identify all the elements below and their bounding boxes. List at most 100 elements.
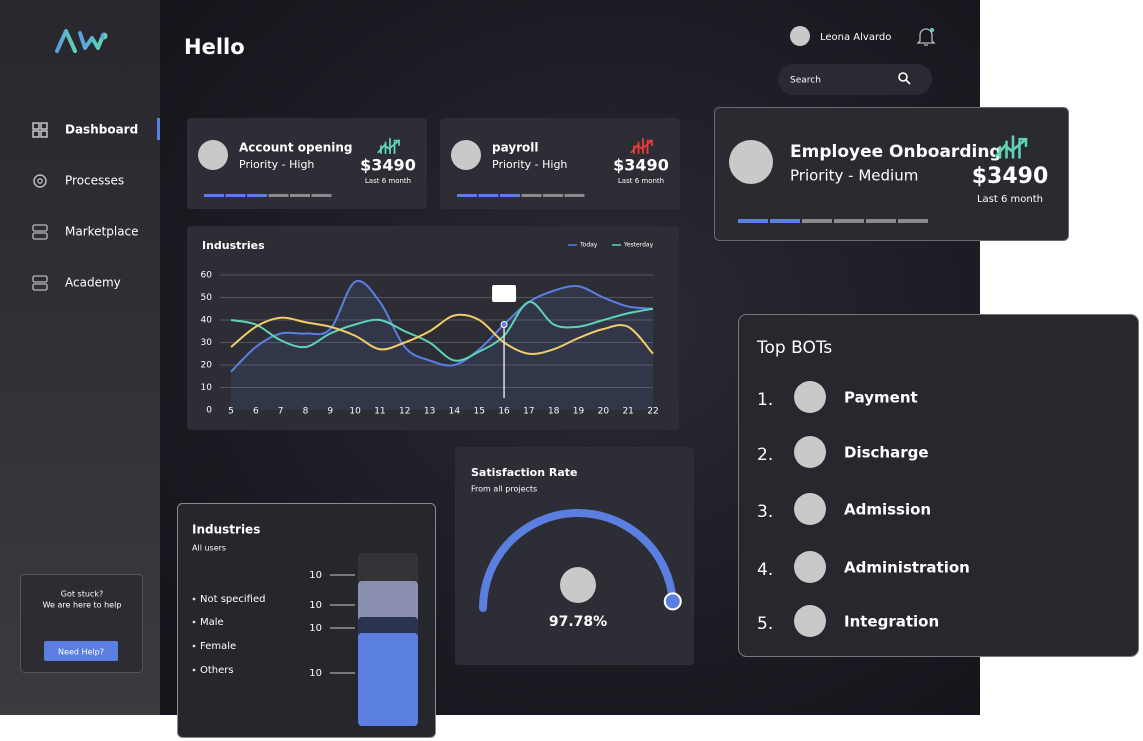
bell-dot: [930, 28, 934, 32]
progress-segment: [738, 219, 768, 223]
help-text: We are here to help: [43, 601, 122, 610]
x-tick-label: 11: [374, 407, 385, 417]
progress-segment: [268, 194, 289, 197]
annotation-box: [492, 285, 517, 302]
user-avatar: [790, 26, 810, 46]
progress-segment: [500, 194, 520, 197]
menu-icon: [32, 283, 48, 291]
menu-item[interactable]: Processes: [33, 174, 124, 188]
satisfaction-card: [455, 447, 694, 665]
bot-item[interactable]: 1. Payment: [757, 381, 918, 413]
bot-avatar: [794, 605, 826, 637]
legend-item: Female: [200, 641, 236, 652]
bot-item[interactable]: 5. Integration: [757, 605, 939, 637]
progress-segment: [543, 194, 563, 197]
satisfaction-subtitle: From all projects: [471, 485, 537, 494]
kpi-card: [440, 118, 680, 209]
gauge-icon: [560, 567, 596, 603]
trend-icon: [630, 137, 653, 155]
trend-icon: [994, 135, 1028, 159]
legend-item: Male: [200, 617, 224, 628]
progress-segment: [770, 219, 800, 223]
x-tick-label: 13: [424, 407, 435, 417]
top-bots-title: Top BOTs: [756, 338, 832, 358]
menu-icon: [40, 122, 48, 130]
menu-icon: [32, 130, 40, 138]
bot-name: Admission: [844, 501, 931, 519]
search-bg: [778, 64, 932, 95]
progress-segment: [834, 219, 864, 223]
x-tick-label: 7: [278, 407, 284, 417]
x-tick-label: 19: [573, 407, 585, 417]
x-tick-label: 18: [548, 407, 560, 417]
chart-title: Industries: [202, 239, 265, 252]
progress-segment: [204, 194, 224, 197]
bot-rank: 2.: [757, 445, 773, 465]
search-box[interactable]: Search: [778, 64, 932, 95]
bar-value-label: 10: [309, 668, 322, 679]
notifications[interactable]: [916, 28, 936, 46]
bot-item[interactable]: 3. Admission: [757, 493, 931, 525]
card-title: Employee Onboarding: [790, 142, 1002, 162]
annotation-label: 38: [499, 290, 509, 299]
trend-icon: [377, 137, 400, 155]
menu-item[interactable]: Marketplace: [32, 224, 139, 240]
logo: [55, 29, 108, 53]
x-tick-label: 6: [253, 407, 259, 417]
help-button[interactable]: Need Help?: [44, 641, 118, 661]
legend-bullet: [192, 668, 196, 672]
card-avatar: [451, 140, 481, 170]
y-tick-label: 50: [201, 293, 213, 303]
x-tick-label: 17: [523, 407, 534, 417]
bot-avatar: [794, 493, 826, 525]
gauge-label: 97.78%: [549, 614, 607, 630]
card-title: Account opening: [239, 141, 353, 155]
x-tick-label: 5: [228, 407, 234, 417]
legend-bullet: [192, 597, 196, 601]
bot-rank: 3.: [757, 502, 773, 522]
legend-bullet: [192, 620, 196, 624]
progress-segment: [802, 219, 832, 223]
bot-name: Discharge: [844, 444, 929, 462]
trend-arrow-head: [393, 139, 400, 147]
progress-segment: [311, 194, 332, 197]
progress-segment: [564, 194, 585, 197]
progress-segment: [290, 194, 310, 197]
bot-item[interactable]: 4. Administration: [757, 551, 970, 583]
search-placeholder: Search: [790, 76, 821, 86]
x-tick-label: 10: [349, 407, 361, 417]
y-tick-label: 10: [201, 383, 213, 393]
x-tick-label: 9: [327, 407, 333, 417]
gauge-value: [479, 509, 677, 612]
x-tick-label: 15: [474, 407, 485, 417]
search-icon: [905, 79, 911, 85]
x-tick-label: 22: [647, 407, 658, 417]
line-series: [230, 300, 654, 362]
kpi-card-large: [714, 107, 1069, 241]
gauge-knob: [663, 592, 682, 611]
menu-icon: [40, 130, 48, 138]
menu-item[interactable]: Academy: [32, 275, 121, 291]
x-tick-label: 8: [303, 407, 309, 417]
card-avatar: [198, 140, 228, 170]
menu-icon: [32, 232, 48, 240]
legend-item: Not specified: [200, 594, 265, 605]
bot-name: Payment: [844, 389, 918, 407]
y-tick-label: 40: [201, 316, 213, 326]
satisfaction-title: Satisfaction Rate: [471, 466, 578, 479]
progress-segment: [521, 194, 542, 197]
x-tick-label: 14: [449, 407, 461, 417]
bot-name: Administration: [844, 559, 970, 577]
search-icon: [898, 72, 908, 82]
bot-item[interactable]: 2. Discharge: [757, 436, 929, 468]
menu-item[interactable]: Dashboard: [32, 122, 138, 138]
bot-rank: 1.: [757, 390, 773, 410]
menu-label: Academy: [65, 276, 121, 290]
y-tick-label: 20: [201, 361, 213, 371]
legend-item: Others: [200, 665, 234, 676]
active-indicator: [157, 118, 160, 140]
line-series: [230, 313, 654, 355]
trend-arrow: [994, 137, 1028, 158]
x-tick-label: 12: [399, 407, 410, 417]
menu-icon: [37, 178, 43, 184]
